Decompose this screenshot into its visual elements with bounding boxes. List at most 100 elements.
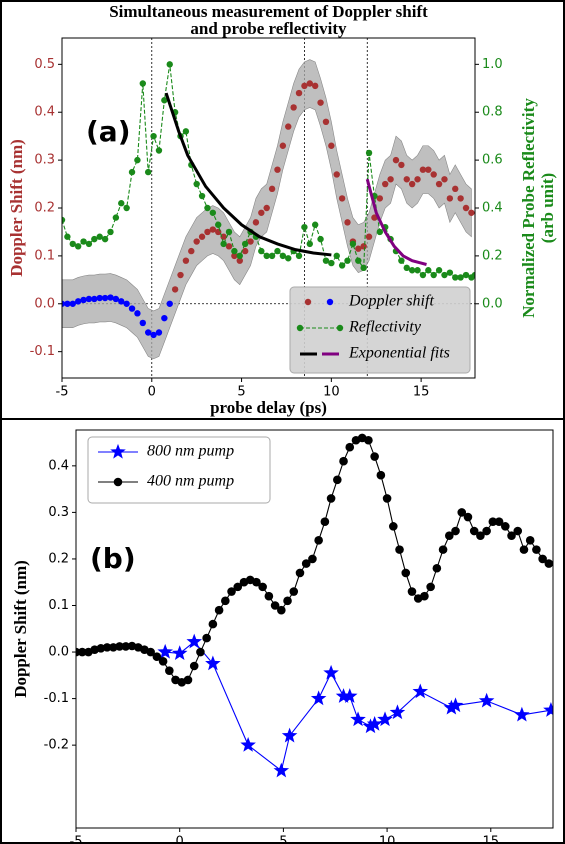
- point: [274, 166, 281, 173]
- point: [121, 642, 131, 651]
- point: [118, 298, 125, 305]
- point: [345, 442, 355, 452]
- point: [468, 209, 475, 216]
- y-tick-label: 0.4: [34, 105, 55, 120]
- point: [501, 522, 510, 531]
- point: [403, 264, 410, 272]
- point: [360, 264, 367, 272]
- y-tick-label: 0.4: [48, 458, 69, 473]
- legend-label: Reflectivity: [348, 319, 422, 336]
- chart-title: and probe reflectivity: [190, 19, 347, 38]
- point: [139, 319, 147, 327]
- point: [507, 531, 516, 540]
- point: [279, 252, 287, 260]
- point: [446, 269, 454, 276]
- point: [441, 271, 448, 279]
- star-marker: [389, 704, 406, 720]
- point: [270, 601, 280, 610]
- star-marker: [443, 699, 460, 715]
- point: [279, 142, 287, 149]
- point: [166, 300, 173, 307]
- point: [430, 271, 437, 279]
- star-marker: [157, 643, 173, 659]
- series-line: [365, 178, 427, 266]
- point: [403, 176, 410, 183]
- point: [457, 274, 464, 281]
- point: [144, 329, 152, 336]
- point: [182, 128, 190, 135]
- point: [208, 619, 218, 629]
- star-marker: [478, 692, 495, 708]
- point: [513, 526, 523, 536]
- point: [328, 259, 335, 267]
- point: [85, 240, 93, 248]
- point: [252, 577, 261, 587]
- point: [101, 235, 109, 243]
- point: [96, 294, 103, 302]
- point: [338, 262, 346, 269]
- point: [339, 456, 348, 466]
- point: [231, 252, 238, 260]
- point: [264, 591, 274, 601]
- point: [317, 99, 324, 106]
- point: [344, 219, 351, 226]
- point: [419, 166, 427, 173]
- point: [389, 522, 398, 531]
- star-marker: [377, 711, 393, 727]
- y-tick-label: 0.1: [34, 248, 55, 263]
- point: [457, 195, 464, 202]
- point: [376, 195, 384, 202]
- y2-tick-label: 0.8: [482, 105, 503, 120]
- point: [152, 652, 162, 661]
- y-tick-label: 0.0: [34, 296, 55, 311]
- y-tick-label: -0.1: [30, 344, 55, 359]
- point: [74, 243, 82, 250]
- series-line: [165, 641, 552, 772]
- point: [115, 642, 124, 651]
- x-tick-label: 15: [413, 385, 430, 400]
- point: [91, 235, 98, 243]
- panel-label: (b): [90, 542, 136, 575]
- point: [311, 221, 319, 228]
- point: [407, 587, 417, 596]
- point: [322, 257, 330, 264]
- point: [414, 267, 421, 274]
- y-tick-label: 0.3: [48, 505, 69, 520]
- point: [155, 147, 163, 154]
- star-marker: [323, 664, 339, 680]
- point: [376, 228, 384, 236]
- point: [96, 233, 103, 240]
- point: [277, 605, 286, 615]
- point: [382, 494, 392, 503]
- point: [258, 582, 267, 592]
- point: [221, 596, 230, 606]
- y-tick-label: 0.1: [48, 598, 69, 613]
- point: [471, 271, 475, 279]
- legend-label: Doppler shift: [348, 293, 434, 310]
- point: [241, 240, 249, 248]
- legend-swatch: [336, 324, 344, 332]
- point: [134, 310, 141, 317]
- point: [311, 82, 319, 90]
- point: [166, 61, 173, 68]
- point: [308, 554, 317, 564]
- point: [161, 97, 168, 104]
- point: [382, 180, 389, 188]
- point: [161, 314, 168, 322]
- legend-label: 400 nm pump: [147, 473, 234, 490]
- point: [295, 568, 305, 578]
- legend-swatch: [110, 443, 126, 459]
- point: [123, 204, 130, 212]
- point: [107, 294, 114, 301]
- plot-area: [62, 38, 475, 378]
- point: [333, 475, 342, 485]
- point: [469, 526, 479, 536]
- point: [387, 176, 394, 183]
- star-marker: [310, 690, 327, 706]
- y2-tick-label: 0.2: [482, 248, 503, 263]
- point: [462, 204, 470, 212]
- point: [64, 233, 71, 240]
- point: [77, 647, 87, 657]
